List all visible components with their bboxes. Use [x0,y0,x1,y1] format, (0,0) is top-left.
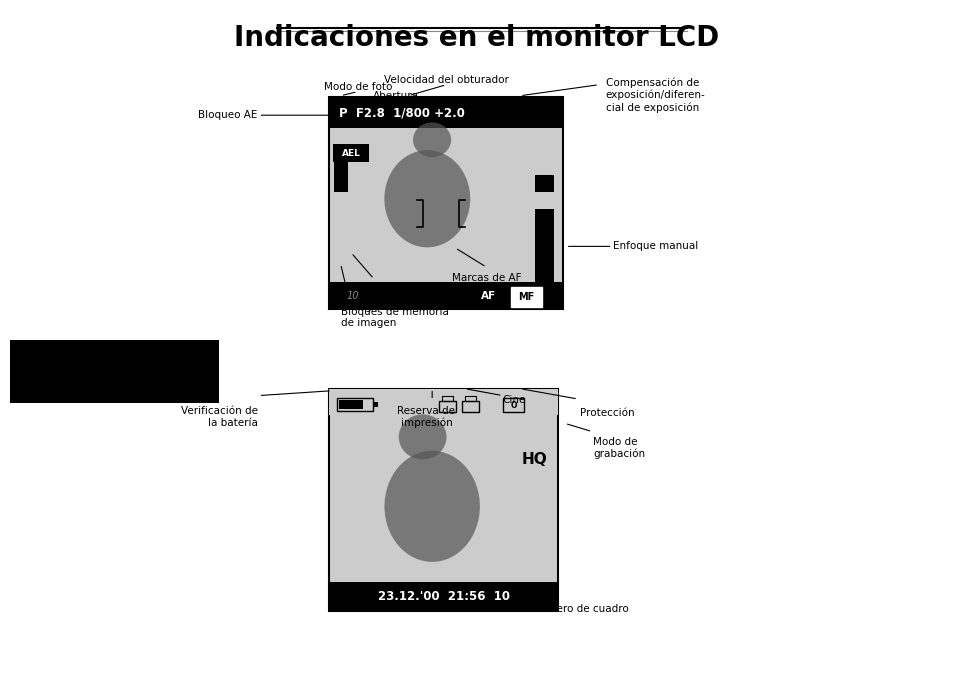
Bar [329,389,558,415]
Text: 23.12.'00  21:56  10: 23.12.'00 21:56 10 [377,590,509,602]
Bar [329,97,562,128]
Text: Protección: Protección [579,408,634,418]
Text: Hora: Hora [453,602,477,611]
Text: Bloqueo AE: Bloqueo AE [198,110,257,120]
Text: Bloques de memoria
de imagen: Bloques de memoria de imagen [340,307,448,328]
Bar [336,398,373,411]
Bar [338,400,362,409]
Text: AEL: AEL [341,149,360,158]
Text: Velocidad del obturador: Velocidad del obturador [384,75,508,85]
Ellipse shape [398,414,446,459]
Text: Fecha: Fecha [359,602,390,611]
Bar [329,582,558,611]
Ellipse shape [413,122,451,157]
Text: Cine: Cine [502,395,526,405]
Bar [441,396,453,401]
Text: Modo de foto: Modo de foto [323,82,392,92]
Text: Reserva de
impresión: Reserva de impresión [397,406,455,428]
Bar [535,210,553,283]
Bar [329,282,562,309]
Bar [329,97,562,309]
Bar [333,144,369,162]
Text: O: O [510,401,517,409]
Bar [329,389,558,611]
Bar [464,396,476,401]
Text: P  F2.8  1/800 +2.0: P F2.8 1/800 +2.0 [338,106,464,119]
Text: 10: 10 [346,291,359,301]
Text: MF: MF [518,292,535,302]
Bar [502,398,523,412]
Text: Número de cuadro: Número de cuadro [532,604,628,613]
Text: Verificación de
la batería: Verificación de la batería [180,406,257,428]
Ellipse shape [384,150,470,247]
Bar [535,176,553,192]
Bar [334,161,348,192]
Text: Número de imá-
genes almacenables: Número de imá- genes almacenables [365,290,472,312]
Text: Compensación de
exposición/diferen-
cial de exposición: Compensación de exposición/diferen- cial… [605,78,705,112]
Text: Enfoque manual: Enfoque manual [613,242,698,251]
Text: Indicaciones en el monitor LCD: Indicaciones en el monitor LCD [234,24,719,52]
Text: HQ: HQ [521,452,547,467]
Text: Marcas de AF: Marcas de AF [452,273,520,283]
Bar [511,287,541,307]
Bar [10,340,219,403]
Text: Modo de
grabación: Modo de grabación [593,437,645,459]
Text: Abertura: Abertura [373,91,418,101]
Bar [373,402,377,407]
Bar [461,401,478,412]
Ellipse shape [384,451,479,562]
Bar [438,401,456,412]
Text: AF: AF [480,291,496,301]
